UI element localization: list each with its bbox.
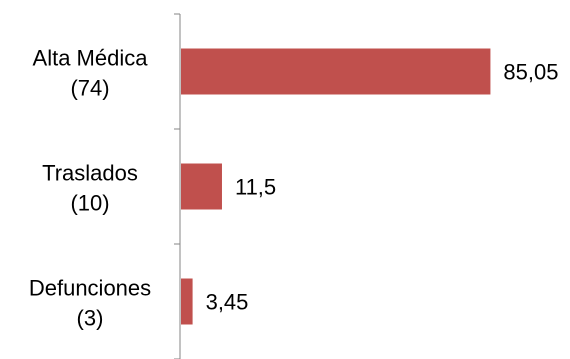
value-label-0: 85,05 xyxy=(503,60,558,85)
bar-0 xyxy=(181,48,491,95)
value-label-2: 3,45 xyxy=(206,290,249,315)
category-label-2: Defunciones (3) xyxy=(29,276,151,331)
bar-2 xyxy=(181,278,193,325)
bar-1 xyxy=(181,163,222,210)
category-label-1: Traslados (10) xyxy=(42,161,138,216)
value-label-1: 11,5 xyxy=(235,175,276,200)
category-label-0: Alta Médica (74) xyxy=(33,46,149,101)
